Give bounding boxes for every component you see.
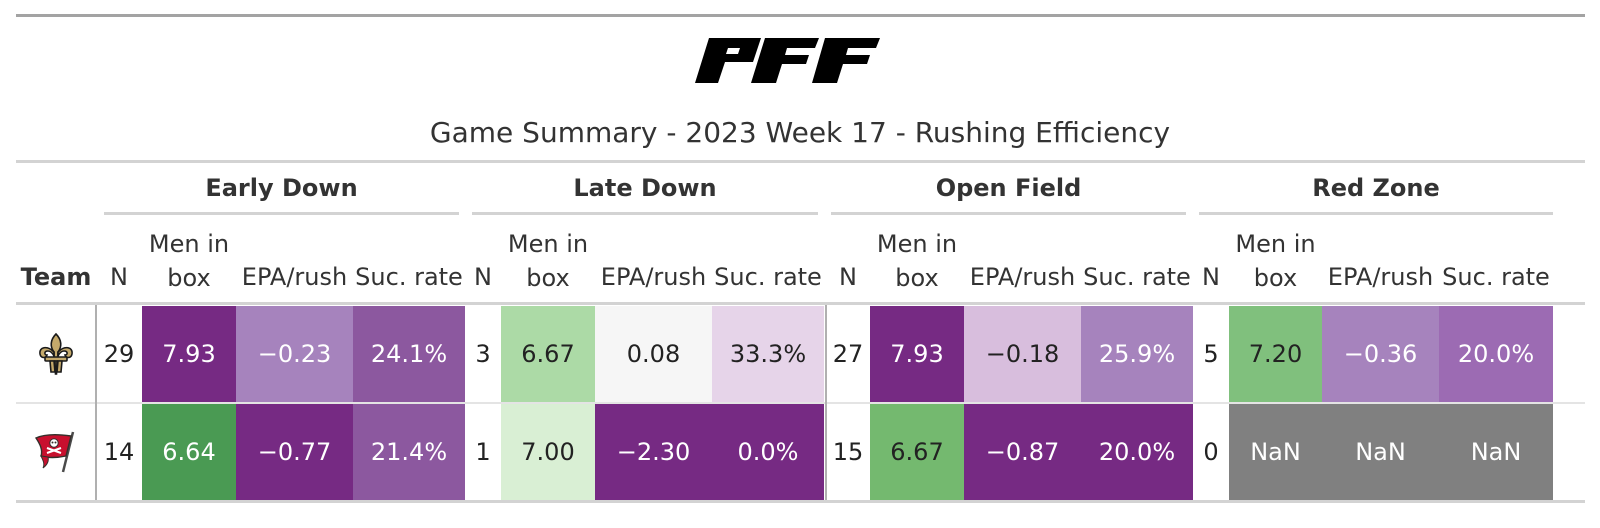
cell-bucs-red-n: 0 xyxy=(1193,404,1229,500)
cell-bucs-late-epa: −2.30 xyxy=(595,404,712,500)
group-red-zone-rule xyxy=(1199,212,1553,215)
cell-saints-open-n: 27 xyxy=(826,306,870,402)
page-title: Game Summary - 2023 Week 17 - Rushing Ef… xyxy=(429,116,1171,149)
cell-saints-early-suc: 24.1% xyxy=(353,306,465,402)
cell-bucs-red-suc: NaN xyxy=(1439,404,1553,500)
team-cell-saints xyxy=(16,306,96,402)
col-red-men-in-box: Men in box xyxy=(1229,227,1322,295)
col-open-suc: Suc. rate xyxy=(1083,263,1191,291)
col-early-men-in-box: Men in box xyxy=(142,227,236,295)
cell-bucs-late-suc: 0.0% xyxy=(712,404,824,500)
col-late-men-in-box: Men in box xyxy=(501,227,595,295)
col-label-line: Men in xyxy=(1235,230,1316,258)
cell-bucs-open-epa: −0.87 xyxy=(964,404,1081,500)
cell-saints-open-epa: −0.18 xyxy=(964,306,1081,402)
col-open-men-in-box: Men in box xyxy=(870,227,964,295)
group-late-down-rule xyxy=(472,212,818,215)
row-divider xyxy=(16,402,1585,404)
cell-bucs-late-n: 1 xyxy=(465,404,501,500)
cell-saints-late-box: 6.67 xyxy=(501,306,595,402)
col-label-line: box xyxy=(526,264,570,292)
cell-bucs-early-epa: −0.77 xyxy=(236,404,353,500)
cell-bucs-open-suc: 20.0% xyxy=(1081,404,1193,500)
group-red-zone: Red Zone xyxy=(1312,174,1440,202)
cell-saints-open-box: 7.93 xyxy=(870,306,964,402)
cell-saints-late-suc: 33.3% xyxy=(712,306,824,402)
cell-bucs-open-n: 15 xyxy=(826,404,870,500)
buccaneers-flag-logo xyxy=(34,431,75,473)
cell-saints-late-n: 3 xyxy=(465,306,501,402)
team-cell-buccaneers xyxy=(16,404,96,500)
group-early-down: Early Down xyxy=(205,174,358,202)
col-label-line: box xyxy=(1253,264,1298,292)
top-rule xyxy=(16,14,1585,17)
cell-bucs-early-suc: 21.4% xyxy=(353,404,465,500)
cell-saints-early-box: 7.93 xyxy=(142,306,236,402)
col-open-n: N xyxy=(839,263,857,291)
cell-bucs-late-box: 7.00 xyxy=(501,404,595,500)
cell-bucs-early-n: 14 xyxy=(96,404,142,500)
col-late-n: N xyxy=(474,263,492,291)
col-label-line: box xyxy=(895,264,939,292)
col-label-line: Men in xyxy=(507,230,589,258)
col-label-line: Men in xyxy=(876,230,958,258)
col-early-suc: Suc. rate xyxy=(355,263,463,291)
cell-saints-red-suc: 20.0% xyxy=(1439,306,1553,402)
cell-saints-red-epa: −0.36 xyxy=(1322,306,1439,402)
col-late-epa: EPA/rush xyxy=(600,263,707,291)
cell-bucs-open-box: 6.67 xyxy=(870,404,964,500)
cell-saints-red-box: 7.20 xyxy=(1229,306,1322,402)
group-open-field: Open Field xyxy=(935,174,1082,202)
cell-saints-open-suc: 25.9% xyxy=(1081,306,1193,402)
table-bottom-rule xyxy=(16,500,1585,503)
col-red-n: N xyxy=(1202,263,1220,291)
group-divider xyxy=(825,305,827,500)
title-rule xyxy=(16,160,1585,163)
col-early-epa: EPA/rush xyxy=(241,263,348,291)
cell-saints-red-n: 5 xyxy=(1193,306,1229,402)
col-label-line: box xyxy=(167,264,211,292)
group-open-field-rule xyxy=(831,212,1186,215)
group-early-down-rule xyxy=(104,212,459,215)
col-red-suc: Suc. rate xyxy=(1442,263,1550,291)
team-divider xyxy=(95,305,97,500)
pff-logo xyxy=(695,38,880,83)
col-label-line: Men in xyxy=(148,230,230,258)
col-team: Team xyxy=(20,263,92,291)
cell-saints-late-epa: 0.08 xyxy=(595,306,712,402)
cell-saints-early-n: 29 xyxy=(96,306,142,402)
saints-fleur-de-lis-logo xyxy=(39,332,73,375)
col-early-n: N xyxy=(110,263,128,291)
col-red-epa: EPA/rush xyxy=(1327,263,1434,291)
col-late-suc: Suc. rate xyxy=(714,263,822,291)
group-late-down: Late Down xyxy=(573,174,717,202)
cell-bucs-red-box: NaN xyxy=(1229,404,1322,500)
cell-saints-early-epa: −0.23 xyxy=(236,306,353,402)
header-rule xyxy=(16,302,1585,305)
col-open-epa: EPA/rush xyxy=(969,263,1076,291)
cell-bucs-early-box: 6.64 xyxy=(142,404,236,500)
cell-bucs-red-epa: NaN xyxy=(1322,404,1439,500)
